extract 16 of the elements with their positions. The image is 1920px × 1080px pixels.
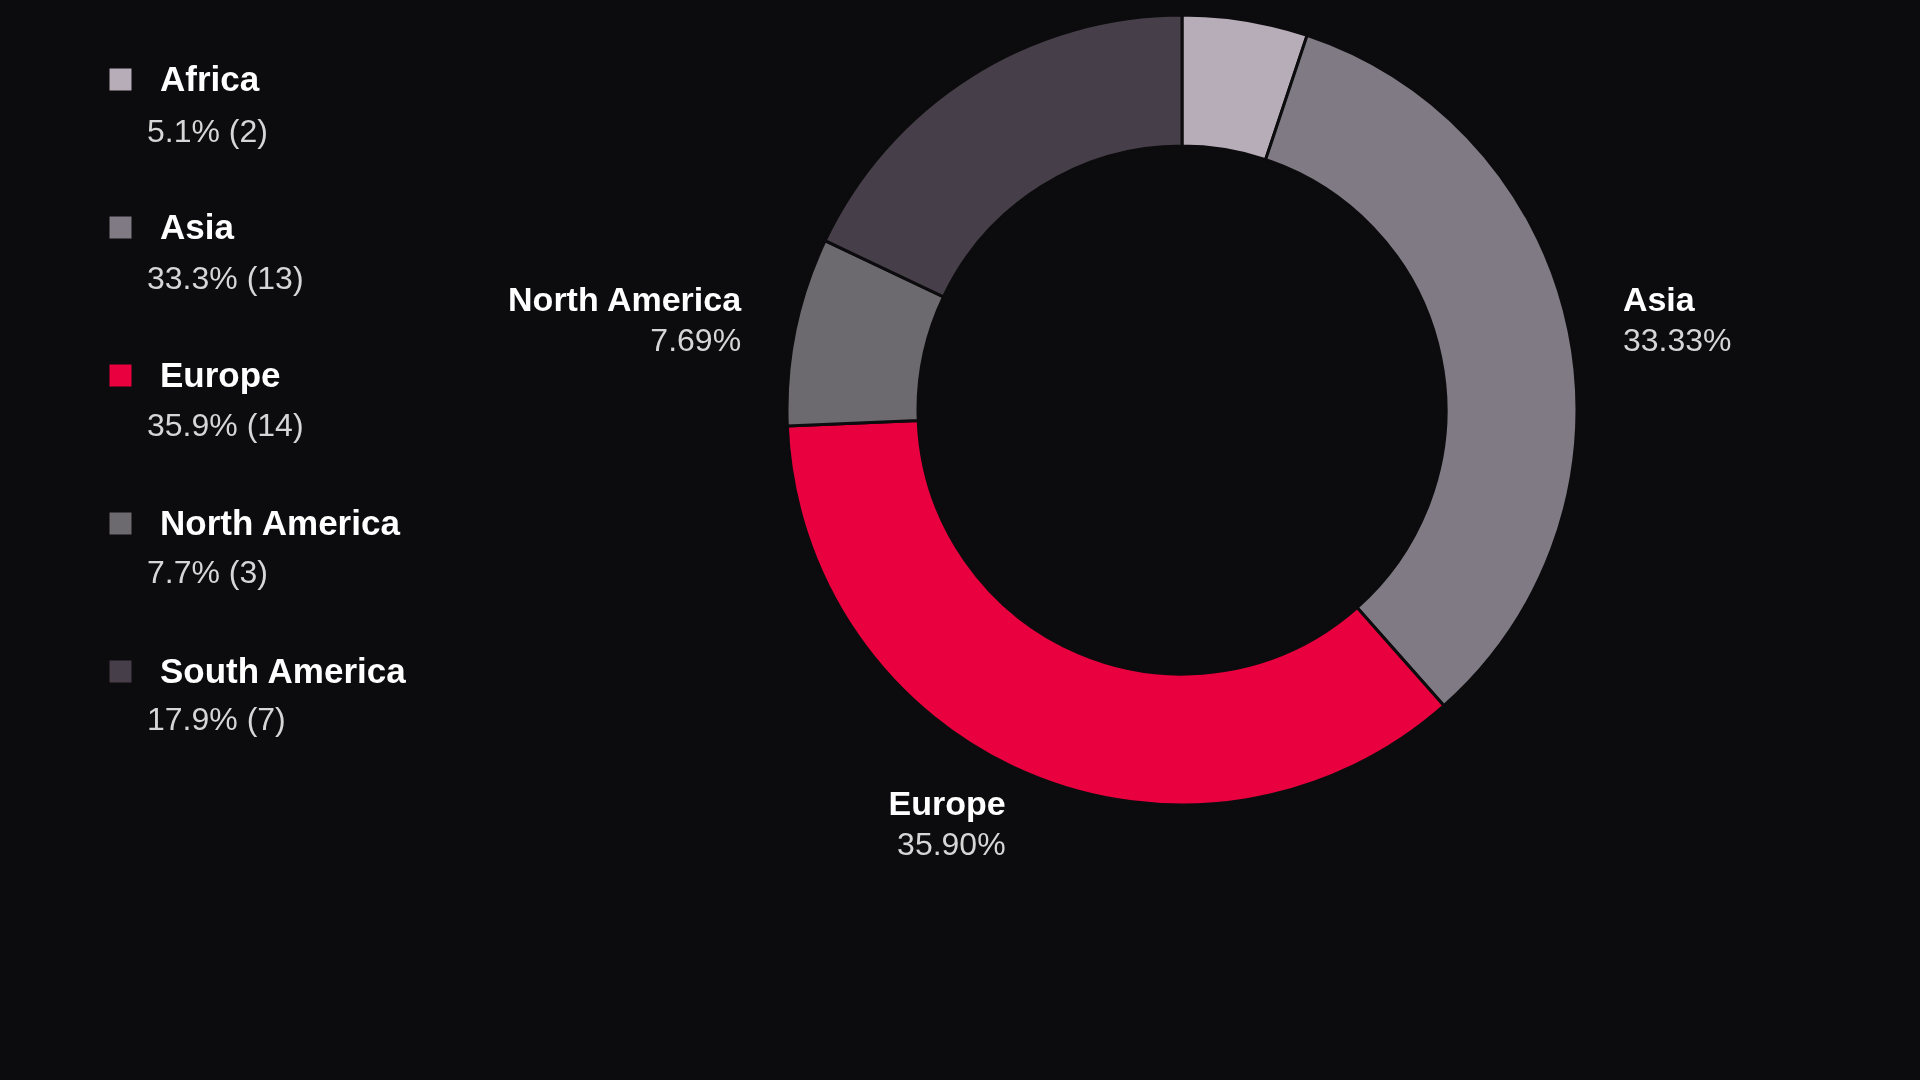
slice-label: Europe <box>888 783 1006 822</box>
legend-label: North America <box>160 502 401 542</box>
legend-label: Europe <box>160 354 281 394</box>
data-label: 7.69% <box>650 321 742 358</box>
text: 5.1% (2) <box>147 112 268 149</box>
text: 33.3% (13) <box>147 259 304 296</box>
text: 35.9% (14) <box>147 406 304 443</box>
data-label: 35.90% <box>897 825 1006 862</box>
slice-label: North America <box>508 279 743 318</box>
legend-label: Asia <box>160 206 235 246</box>
text: 7.7% (3) <box>147 553 268 590</box>
legend-label: South America <box>160 650 407 690</box>
slice-label: Asia <box>1622 279 1696 318</box>
text: 17.9% (7) <box>147 700 286 737</box>
legend-label: Africa <box>160 58 260 98</box>
data-label: 33.33% <box>1622 321 1732 358</box>
